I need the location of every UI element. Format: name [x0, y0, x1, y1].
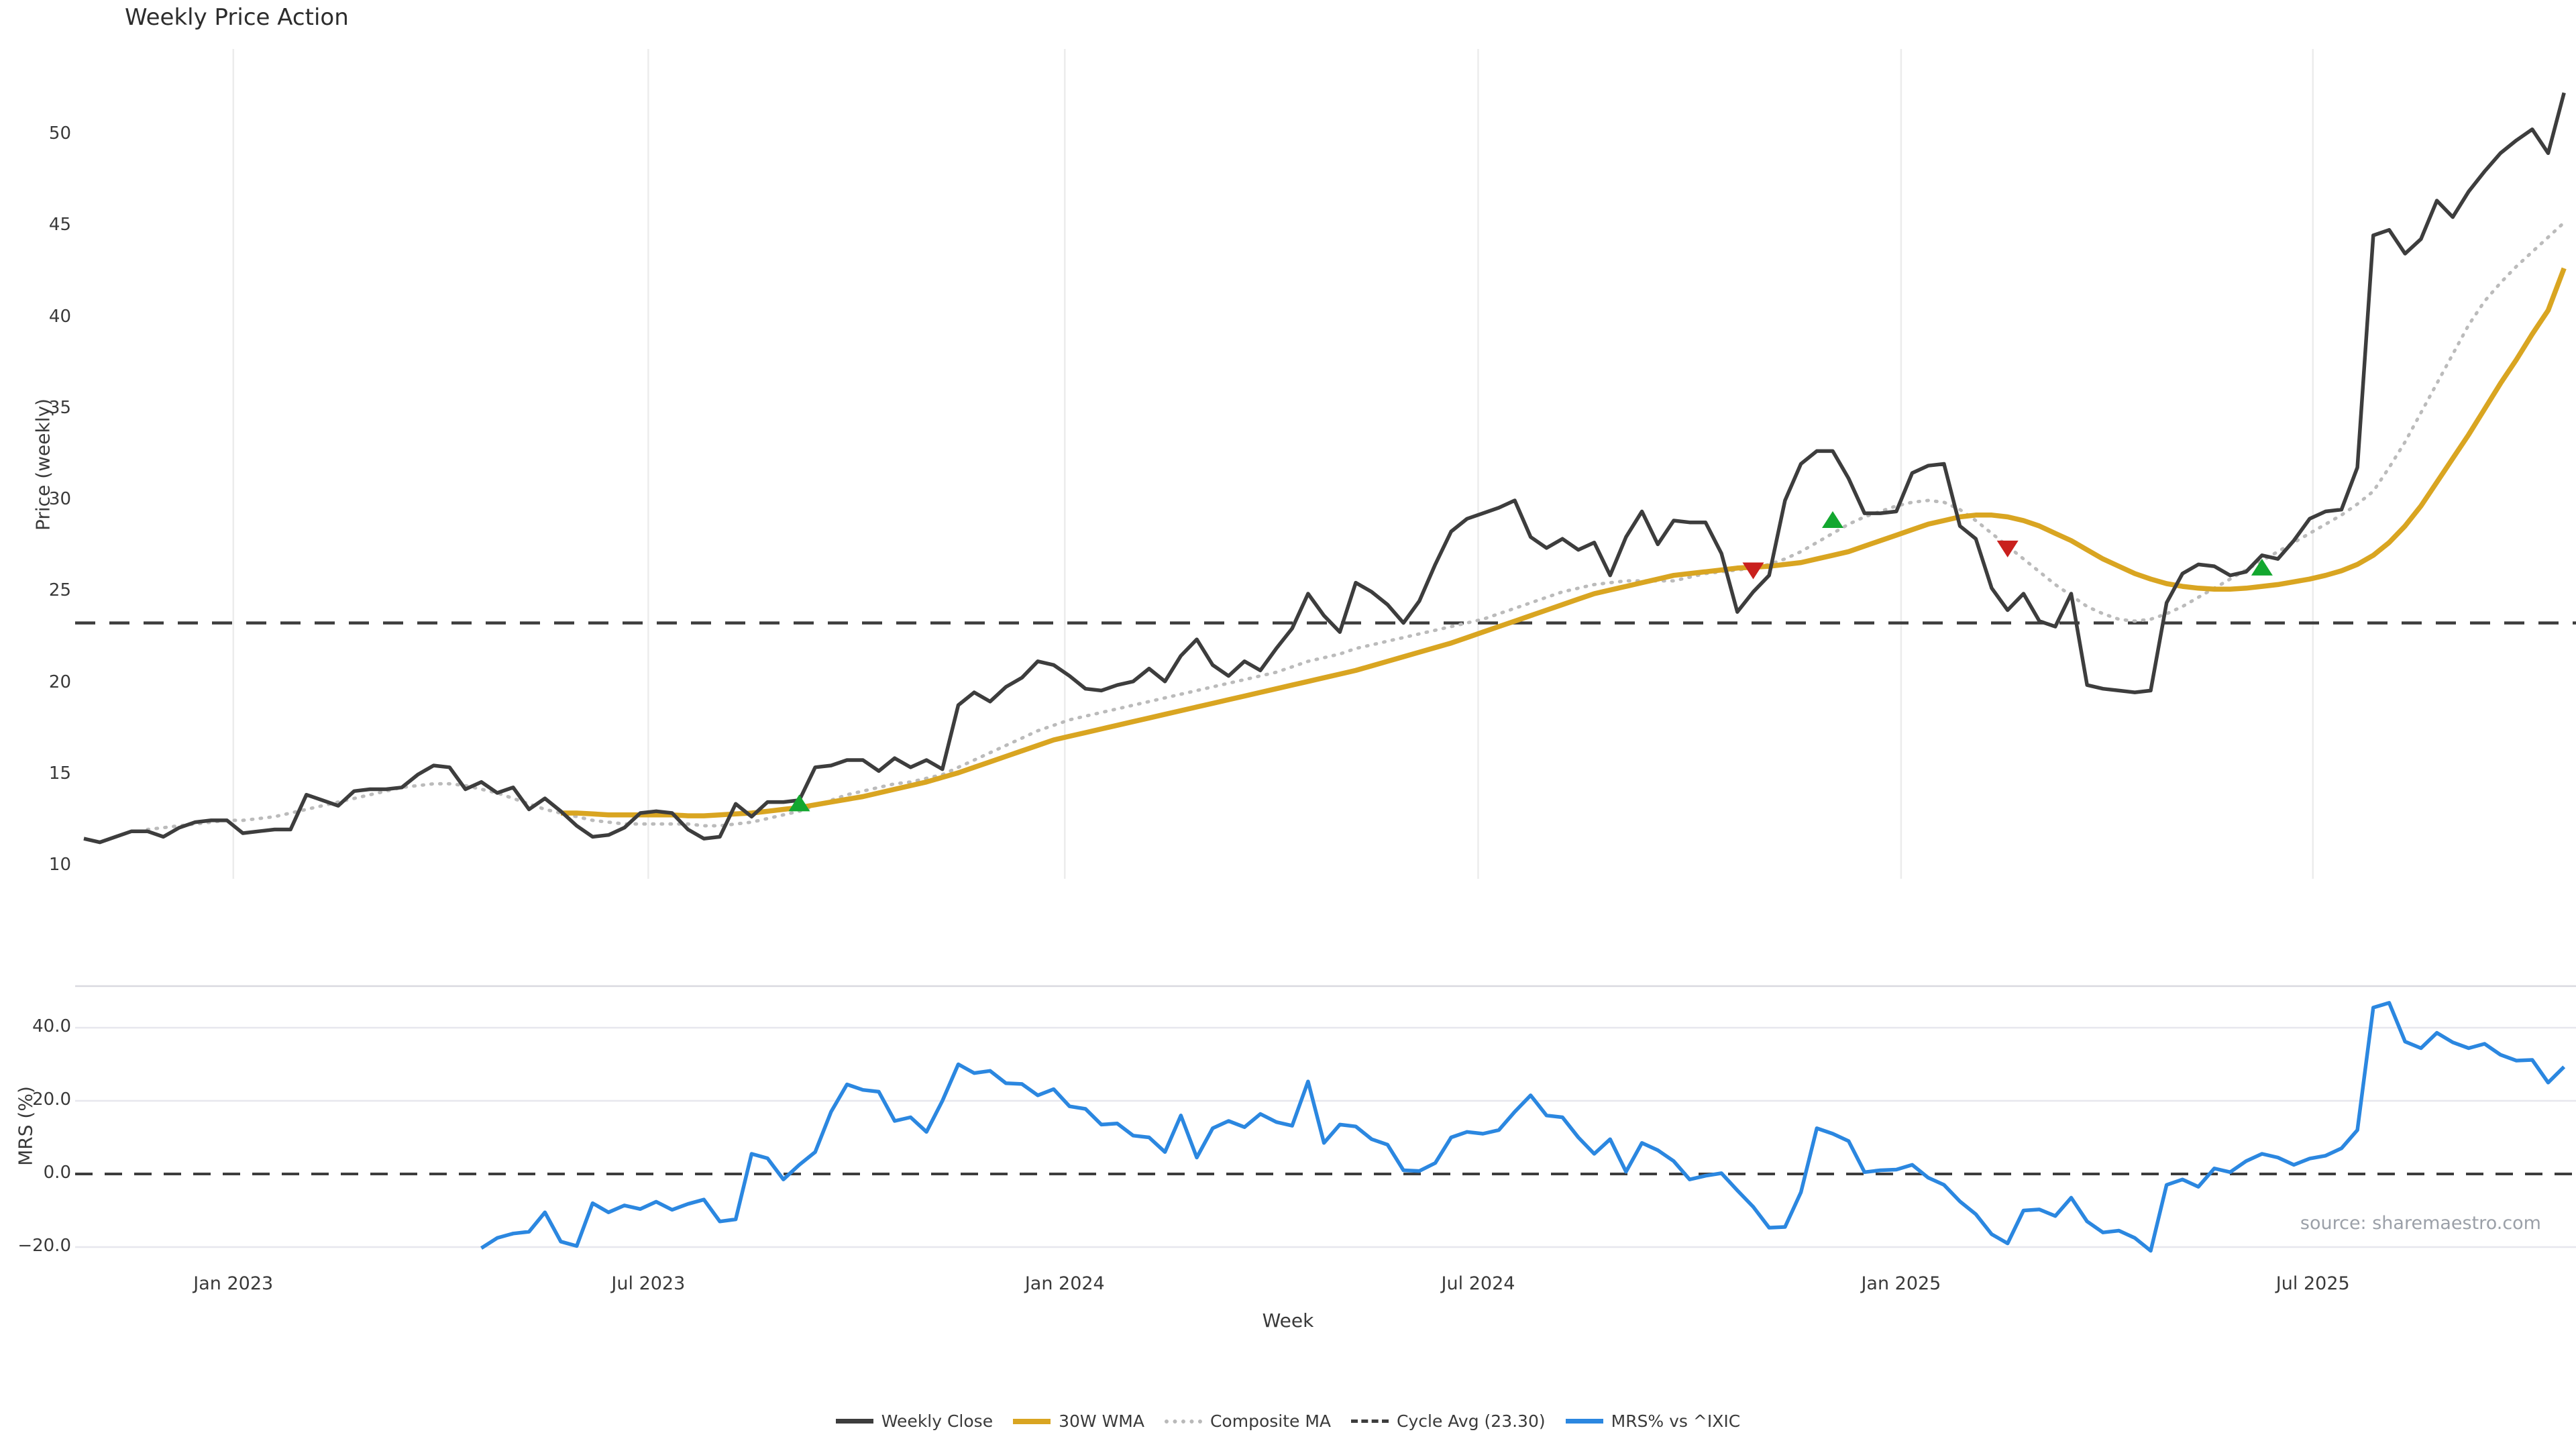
- mrs-panel: [75, 985, 2576, 1253]
- legend-label: MRS% vs ^IXIC: [1611, 1411, 1741, 1431]
- weekly-close-line: [83, 92, 2566, 845]
- mrs-y-tick-label: −20.0: [17, 1236, 71, 1256]
- composite-ma-line: [146, 221, 2566, 831]
- legend-item-composite-ma: Composite MA: [1164, 1411, 1332, 1431]
- x-tick-label: Jul 2023: [611, 1273, 686, 1294]
- composite-ma-line-swatch-icon: [1164, 1419, 1202, 1424]
- chart-legend: Weekly Close 30W WMA Composite MA Cycle …: [0, 1411, 2576, 1431]
- legend-label: Weekly Close: [881, 1411, 994, 1431]
- mrs-y-tick-label: 0.0: [43, 1163, 71, 1183]
- x-tick-label: Jan 2023: [193, 1273, 274, 1294]
- price-panel: [75, 49, 2576, 879]
- legend-label: 30W WMA: [1059, 1411, 1144, 1431]
- legend-item-cycle-avg: Cycle Avg (23.30): [1351, 1411, 1546, 1431]
- sell-signal-triangle-icon: [1996, 540, 2019, 557]
- page-title: Weekly Price Action: [125, 4, 349, 31]
- price-y-tick-label: 50: [48, 123, 71, 144]
- price-y-tick-label: 40: [48, 306, 71, 327]
- buy-signal-triangle-icon: [1822, 511, 1843, 528]
- price-y-tick-label: 10: [48, 855, 71, 875]
- x-axis-label: Week: [1262, 1309, 1314, 1332]
- x-tick-label: Jan 2024: [1024, 1273, 1105, 1294]
- price-y-tick-label: 25: [48, 580, 71, 601]
- mrs-line-swatch-icon: [1565, 1419, 1603, 1424]
- buy-signal-triangle-icon: [788, 794, 810, 812]
- wma-line: [561, 267, 2567, 818]
- sell-signal-triangle-icon: [1742, 562, 1764, 580]
- source-credit: source: sharemaestro.com: [2300, 1213, 2541, 1234]
- cycle-avg-line-swatch-icon: [1351, 1419, 1389, 1423]
- x-tick-label: Jul 2024: [1441, 1273, 1515, 1294]
- legend-label: Composite MA: [1210, 1411, 1332, 1431]
- price-y-tick-label: 45: [48, 215, 71, 235]
- price-y-tick-label: 30: [48, 489, 71, 509]
- price-y-tick-label: 35: [48, 397, 71, 418]
- price-y-tick-label: 15: [48, 763, 71, 784]
- legend-item-weekly-close: Weekly Close: [835, 1411, 994, 1431]
- price-y-tick-label: 20: [48, 672, 71, 692]
- legend-label: Cycle Avg (23.30): [1397, 1411, 1546, 1431]
- weekly-close-line-swatch-icon: [835, 1419, 873, 1424]
- wma-line-swatch-icon: [1013, 1418, 1051, 1424]
- legend-item-30w-wma: 30W WMA: [1013, 1411, 1144, 1431]
- legend-item-mrs: MRS% vs ^IXIC: [1565, 1411, 1741, 1431]
- buy-signal-triangle-icon: [2251, 558, 2273, 576]
- x-tick-label: Jan 2025: [1861, 1273, 1941, 1294]
- x-tick-label: Jul 2025: [2275, 1273, 2350, 1294]
- mrs-y-tick-label: 40.0: [32, 1016, 71, 1036]
- mrs-line: [480, 1001, 2566, 1253]
- mrs-y-tick-label: 20.0: [32, 1089, 71, 1110]
